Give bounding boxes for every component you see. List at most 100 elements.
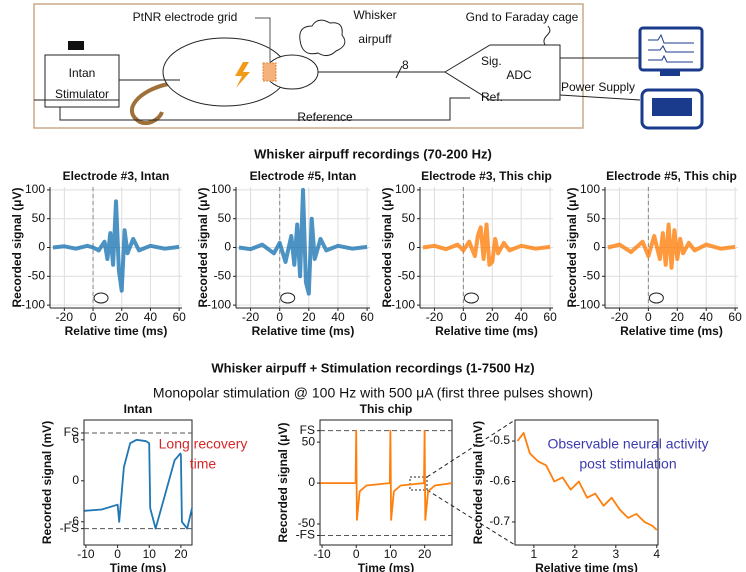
battery [68,41,84,50]
y-tick-label: 100 [25,182,45,196]
trace [84,438,193,530]
x-tick-label: 40 [515,310,529,324]
y-tick-label: 0 [224,240,231,254]
label: Ref. [481,90,503,104]
plot-frame [319,419,453,546]
panel-title: Intan [124,402,153,416]
x-tick-label: -20 [611,310,629,324]
y-tick-label: -100 [207,297,231,311]
x-axis-label: Time (ms) [110,561,166,572]
section-title: Whisker airpuff + Stimulation recordings… [211,360,534,375]
trace [52,199,180,293]
y-tick-label: -50 [298,516,316,530]
x-axis-label: Relative time (ms) [65,324,168,338]
x-axis-label: Time (ms) [358,561,414,572]
monitor [638,26,704,72]
x-tick-label: 3 [612,547,619,561]
y-tick-label: FS [300,423,315,437]
trace [607,222,736,270]
x-tick-label: 20 [486,310,500,324]
monitor-stand [660,70,680,76]
y-tick-label: -100 [391,297,415,311]
panel-title: Electrode #3, This chip [421,169,552,183]
panel-title: This chip [360,402,413,416]
x-tick-label: 20 [671,310,685,324]
annotation: Observable neural activity [547,436,708,452]
y-tick-label: 6 [72,432,79,446]
label: Whisker [353,8,396,22]
label: Reference [297,110,353,124]
trace [422,222,551,267]
y-tick-label: -100 [576,297,600,311]
y-tick-label: -50 [398,268,416,282]
panel-title: Electrode #5, This chip [606,169,737,183]
y-tick-label: -0.5 [489,433,510,447]
airpuff-cloud [299,19,346,57]
gnd-wire [543,25,551,46]
label: Gnd to Faraday cage [466,10,579,24]
x-tick-label: 0 [276,310,283,324]
y-tick-label: 0 [72,473,79,487]
x-tick-label: -10 [313,547,331,561]
y-tick-label: 0 [593,240,600,254]
tail [130,82,169,125]
x-tick-label: 0 [114,547,121,561]
annotation: Long recovery [159,436,248,452]
x-tick-label: 60 [543,310,557,324]
airpuff-icon [93,292,109,304]
y-tick-label: -50 [28,268,46,282]
airpuff-icon [463,292,479,304]
section-subtitle: Monopolar stimulation @ 100 Hz with 500 … [153,385,593,401]
trace [238,187,368,296]
y-axis-label: Recorded signal (mV) [471,421,485,544]
x-tick-label: 20 [174,547,188,561]
x-tick-label: 60 [728,310,742,324]
x-tick-label: 40 [144,310,158,324]
label: Sig. [481,54,502,68]
x-tick-label: 0 [90,310,97,324]
x-tick-label: 10 [143,547,157,561]
y-tick-label: 100 [395,182,415,196]
y-tick-label: -50 [583,268,601,282]
x-tick-label: 0 [353,547,360,561]
annotation: time [190,456,217,472]
x-axis-label: Relative time (ms) [435,324,538,338]
x-axis-label: Relative time (ms) [620,324,723,338]
wire [559,94,641,101]
y-tick-label: 0 [308,475,315,489]
x-tick-label: 2 [571,547,578,561]
x-tick-label: 0 [645,310,652,324]
x-tick-label: 10 [384,547,398,561]
stim-bolt [235,62,250,88]
label: Intan [69,66,96,80]
label: Stimulator [55,87,109,101]
x-tick-label: 4 [653,547,660,561]
x-tick-label: 60 [172,310,186,324]
y-tick-label: 50 [218,211,232,225]
y-axis-label: Recorded signal (μV) [196,187,210,307]
x-axis-label: Relative time (ms) [535,561,638,572]
pointer [255,17,271,62]
y-tick-label: -FS [60,521,79,535]
panel-title: Electrode #5, Intan [250,169,357,183]
y-axis-label: Recorded signal (μV) [276,422,290,542]
frame [33,3,584,129]
y-tick-label: -50 [214,268,232,282]
y-axis-label: Recorded signal (μV) [380,187,394,307]
x-tick-label: 20 [115,310,129,324]
annotation: post stimulation [579,456,676,472]
bus-mark [395,65,403,79]
x-tick-label: -10 [77,547,95,561]
x-tick-label: -20 [56,310,74,324]
y-tick-label: 0 [408,240,415,254]
y-tick-label: 50 [402,211,416,225]
monitor-traces [648,33,694,63]
zoom-lines [426,419,516,546]
y-axis-label: Recorded signal (μV) [565,187,579,307]
label: 8 [402,58,409,72]
electrode-grid [262,62,277,82]
x-tick-label: 60 [360,310,374,324]
x-tick-label: 20 [418,547,432,561]
keys [652,98,692,116]
